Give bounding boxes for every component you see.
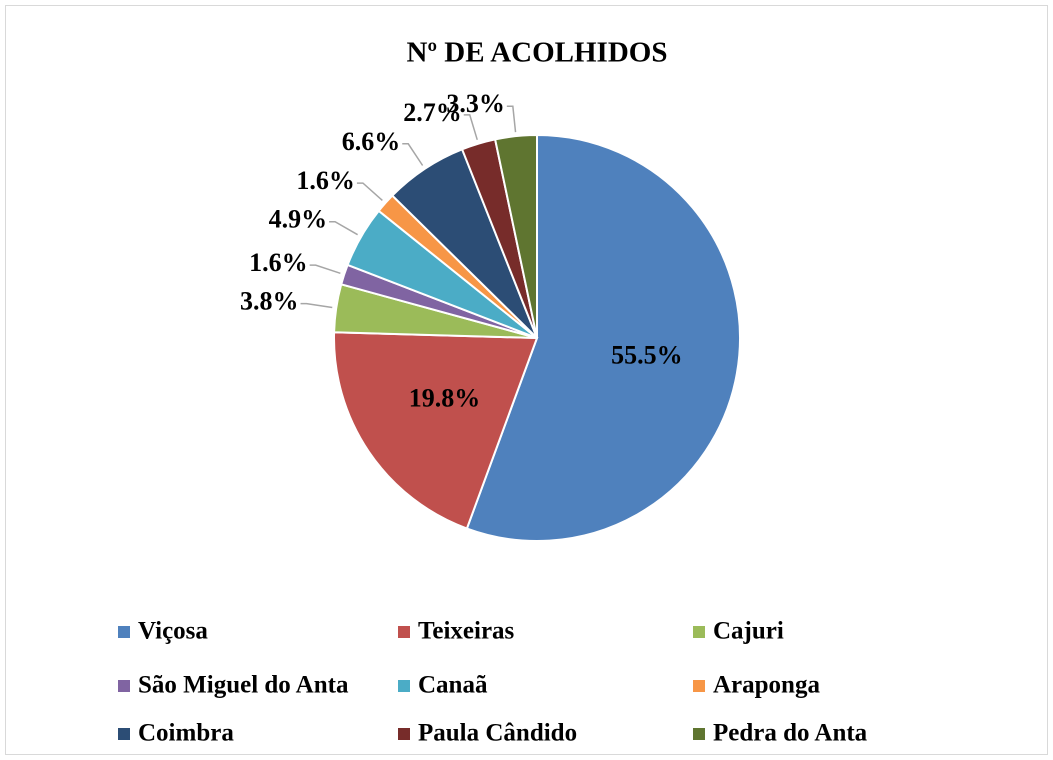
data-label: 3.3%	[446, 89, 505, 118]
legend-swatch	[398, 728, 410, 740]
legend-label: Canaã	[418, 672, 488, 699]
legend-swatch	[693, 626, 705, 638]
data-label: 6.6%	[342, 127, 401, 156]
chart-title: Nº DE ACOLHIDOS	[407, 37, 668, 69]
leader-line	[356, 182, 383, 201]
legend-swatch	[398, 680, 410, 692]
legend-label: Paula Cândido	[418, 720, 577, 747]
leader-line	[506, 105, 517, 133]
leader-line	[329, 220, 358, 236]
data-label: 4.9%	[269, 205, 328, 234]
legend-swatch	[693, 728, 705, 740]
legend-swatch	[118, 626, 130, 638]
data-label: 3.8%	[240, 287, 299, 316]
legend-swatch	[693, 680, 705, 692]
leader-line	[463, 114, 478, 141]
data-label: 1.6%	[296, 166, 355, 195]
legend-label: Teixeiras	[418, 618, 515, 645]
data-label: 55.5%	[611, 341, 683, 370]
leader-line	[309, 264, 341, 275]
legend-label: Coimbra	[138, 720, 234, 747]
legend-label: Viçosa	[138, 618, 208, 645]
leader-line	[300, 302, 333, 309]
legend-swatch	[118, 728, 130, 740]
legend-label: Cajuri	[713, 618, 784, 645]
legend-label: São Miguel do Anta	[138, 672, 349, 699]
leader-line	[402, 143, 424, 166]
data-label: 1.6%	[249, 248, 308, 277]
legend-label: Pedra do Anta	[713, 720, 868, 747]
data-label: 2.7%	[403, 98, 462, 127]
data-label: 19.8%	[409, 384, 481, 413]
legend-swatch	[398, 626, 410, 638]
legend-label: Araponga	[713, 672, 820, 699]
pie-slice	[333, 331, 539, 530]
pie-slice	[465, 133, 741, 542]
pie-slice	[493, 133, 538, 339]
legend-swatch	[118, 680, 130, 692]
